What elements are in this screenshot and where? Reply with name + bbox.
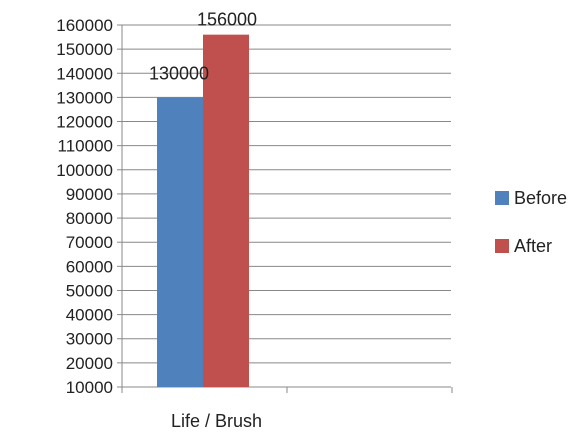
- y-tick-label: 120000: [56, 113, 113, 132]
- y-tick-label: 30000: [66, 330, 113, 349]
- data-label: 130000: [149, 63, 209, 83]
- y-tick-label: 150000: [56, 40, 113, 59]
- x-category-label: Life / Brush: [171, 411, 262, 431]
- y-tick-label: 50000: [66, 281, 113, 300]
- y-tick-label: 140000: [56, 64, 113, 83]
- y-tick-label: 130000: [56, 88, 113, 107]
- y-tick-label: 20000: [66, 354, 113, 373]
- bar-after: [203, 34, 249, 388]
- data-label: 156000: [197, 10, 257, 30]
- y-tick-label: 10000: [66, 378, 113, 397]
- bar-before: [157, 97, 203, 388]
- y-tick-label: 100000: [56, 161, 113, 180]
- y-tick-label: 40000: [66, 306, 113, 325]
- legend-swatch-after: [495, 239, 509, 253]
- y-tick-label: 60000: [66, 257, 113, 276]
- y-tick-label: 70000: [66, 233, 113, 252]
- legend-swatch-before: [495, 191, 509, 205]
- y-tick-label: 160000: [56, 16, 113, 35]
- y-tick-label: 90000: [66, 185, 113, 204]
- legend-label-before: Before: [514, 188, 567, 208]
- y-tick-label: 110000: [58, 137, 113, 156]
- y-tick-label: 80000: [66, 209, 113, 228]
- legend-label-after: After: [514, 236, 552, 256]
